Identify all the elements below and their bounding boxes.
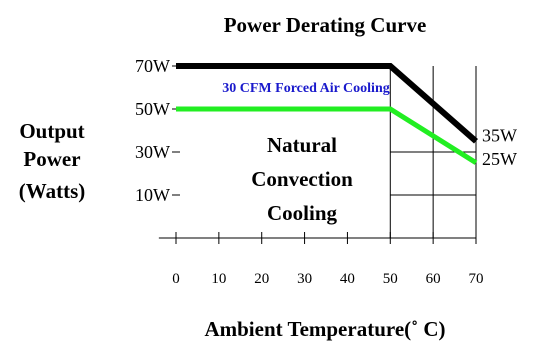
x-tick-label-0: 0 [172, 271, 180, 287]
series-end-label-natural-convection: 25W [482, 149, 517, 169]
x-axis-label: Ambient Temperature(˚ C) [204, 317, 445, 341]
x-tick-label-30: 30 [297, 271, 312, 287]
y-axis-label-line-3: (Watts) [19, 179, 86, 203]
x-tick-label-20: 20 [254, 271, 269, 287]
x-tick-label-70: 70 [469, 271, 484, 287]
grid-layer [389, 66, 477, 238]
y-tick-label-10: 10W [135, 185, 170, 205]
y-tick-label-30: 30W [135, 142, 170, 162]
y-axis-label: Output Power (Watts) [19, 119, 86, 203]
x-tick-label-10: 10 [211, 271, 226, 287]
natural-annotation-line-1: Natural [267, 133, 337, 157]
series-line-forced-air [176, 63, 478, 144]
x-tick-label-60: 60 [426, 271, 441, 287]
series-layer [176, 63, 478, 165]
y-axis-label-line-1: Output [19, 119, 84, 143]
series-end-label-forced-air: 35W [482, 125, 517, 145]
natural-annotation-line-2: Convection [251, 167, 353, 191]
x-tick-label-40: 40 [340, 271, 355, 287]
y-axis-label-line-2: Power [23, 147, 80, 171]
axis-layer [158, 65, 477, 244]
forced-air-annotation: 30 CFM Forced Air Cooling [222, 81, 389, 96]
natural-annotation-line-3: Cooling [267, 201, 338, 225]
label-layer: 0 10 20 30 40 50 60 70 70W 50W 30W 10W 35W 25W [135, 56, 517, 287]
natural-convection-annotation: Natural Convection Cooling [251, 133, 353, 225]
chart-title: Power Derating Curve [224, 13, 427, 37]
x-tick-label-50: 50 [383, 271, 398, 287]
y-tick-label-70: 70W [135, 56, 170, 76]
series-line-natural-convection [176, 106, 478, 165]
y-tick-label-50: 50W [135, 99, 170, 119]
